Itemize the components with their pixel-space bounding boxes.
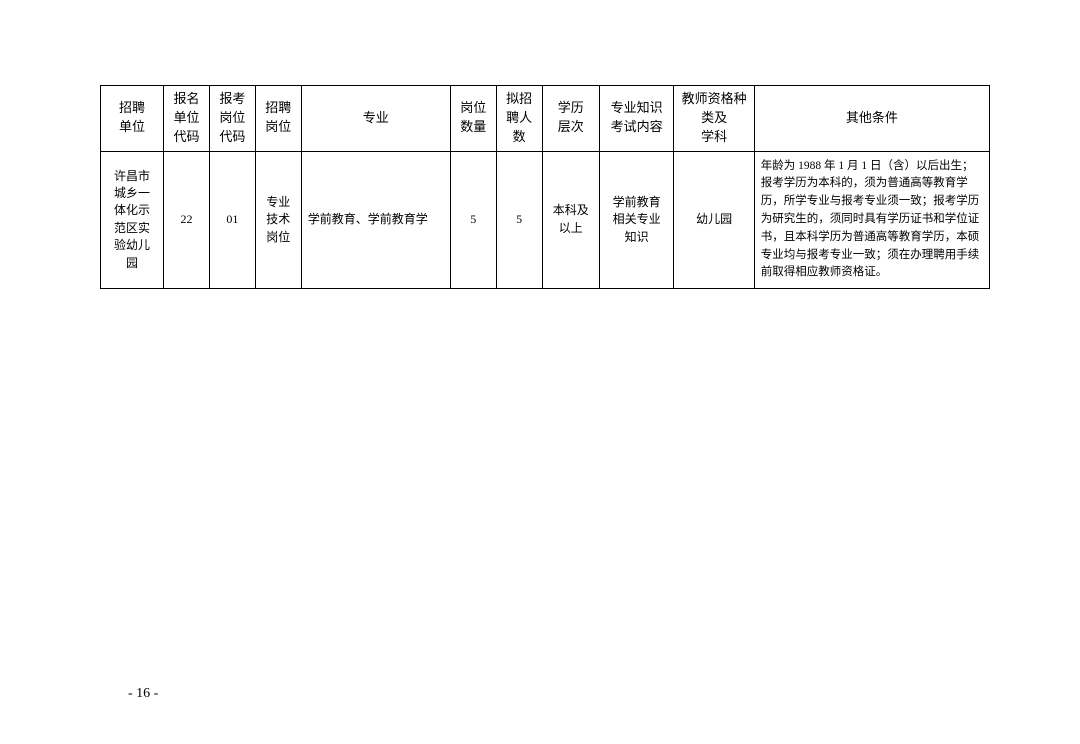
header-postcode: 报考岗位代码 bbox=[209, 86, 255, 152]
cell-unitcode: 22 bbox=[164, 151, 210, 289]
header-posttype: 招聘岗位 bbox=[255, 86, 301, 152]
cell-qual: 幼儿园 bbox=[674, 151, 754, 289]
cell-unit: 许昌市城乡一体化示范区实验幼儿园 bbox=[101, 151, 164, 289]
header-other: 其他条件 bbox=[754, 86, 989, 152]
cell-edu: 本科及以上 bbox=[542, 151, 599, 289]
recruitment-table: 招聘单位 报名单位代码 报考岗位代码 招聘岗位 专业 岗位数量 拟招聘人数 学历… bbox=[100, 85, 990, 289]
header-qual: 教师资格种类及学科 bbox=[674, 86, 754, 152]
table-header-row: 招聘单位 报名单位代码 报考岗位代码 招聘岗位 专业 岗位数量 拟招聘人数 学历… bbox=[101, 86, 990, 152]
header-postcount: 岗位数量 bbox=[450, 86, 496, 152]
header-plancount: 拟招聘人数 bbox=[496, 86, 542, 152]
cell-plancount: 5 bbox=[496, 151, 542, 289]
document-page: 招聘单位 报名单位代码 报考岗位代码 招聘岗位 专业 岗位数量 拟招聘人数 学历… bbox=[100, 85, 990, 704]
cell-posttype: 专业技术岗位 bbox=[255, 151, 301, 289]
table-row: 许昌市城乡一体化示范区实验幼儿园 22 01 专业技术岗位 学前教育、学前教育学… bbox=[101, 151, 990, 289]
cell-other: 年龄为 1988 年 1 月 1 日（含）以后出生；报考学历为本科的，须为普通高… bbox=[754, 151, 989, 289]
header-unitcode: 报名单位代码 bbox=[164, 86, 210, 152]
page-number: - 16 - bbox=[128, 686, 158, 702]
header-examcont: 专业知识考试内容 bbox=[599, 86, 674, 152]
cell-postcode: 01 bbox=[209, 151, 255, 289]
header-unit: 招聘单位 bbox=[101, 86, 164, 152]
cell-examcont: 学前教育相关专业知识 bbox=[599, 151, 674, 289]
cell-major: 学前教育、学前教育学 bbox=[301, 151, 450, 289]
header-major: 专业 bbox=[301, 86, 450, 152]
cell-postcount: 5 bbox=[450, 151, 496, 289]
header-edu: 学历层次 bbox=[542, 86, 599, 152]
